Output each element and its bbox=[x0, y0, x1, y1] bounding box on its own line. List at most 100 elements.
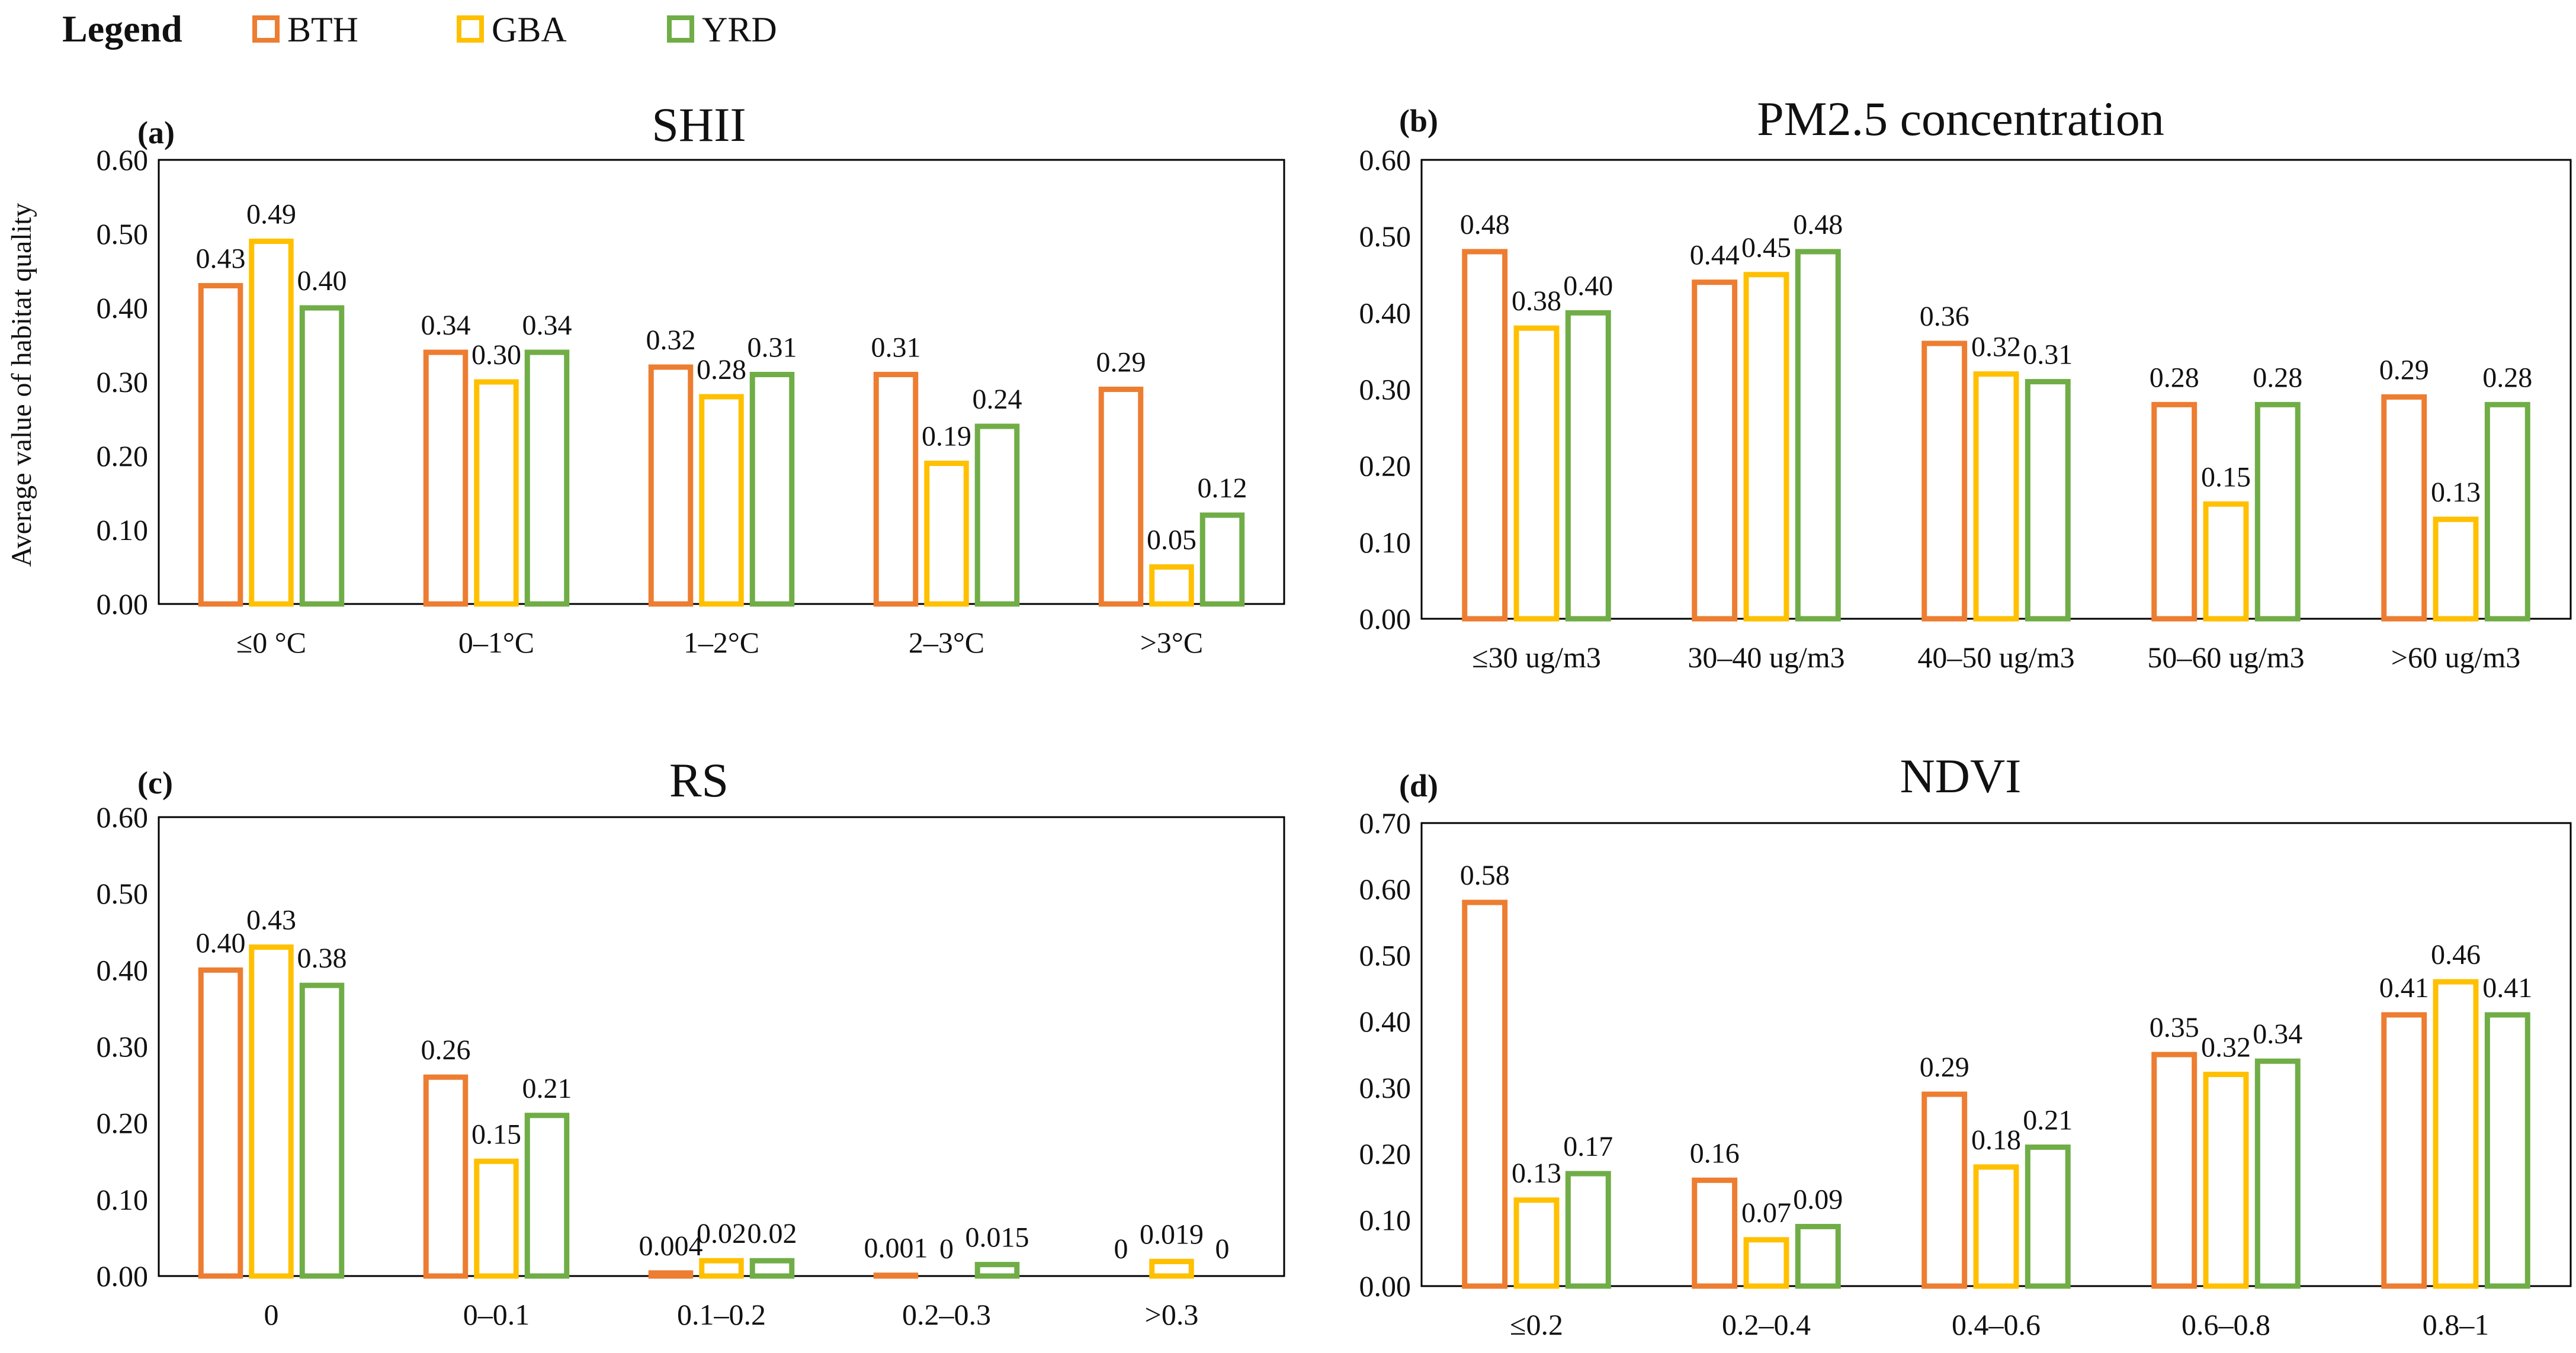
bar-bth bbox=[1692, 279, 1738, 622]
bar-bth bbox=[648, 364, 694, 607]
panel-c-y-ticks: 0.00 0.10 0.20 0.30 0.40 0.50 0.60 bbox=[97, 801, 149, 1293]
bar-yrd bbox=[2484, 1012, 2530, 1289]
bar-gba bbox=[1973, 1164, 2019, 1289]
data-label-gba: 0.32 bbox=[1971, 332, 2021, 363]
bar-gba bbox=[2203, 501, 2249, 622]
panel-b-ytick-label: 0.00 bbox=[1359, 602, 1411, 635]
panel-c-ytick-label: 0.30 bbox=[97, 1030, 149, 1063]
panel-a-category-label: 1–2°C bbox=[684, 626, 759, 659]
panel-a-ytick-label: 0.50 bbox=[97, 217, 149, 250]
data-label-yrd: 0.31 bbox=[2023, 339, 2073, 371]
data-label-gba: 0.18 bbox=[1971, 1124, 2021, 1156]
data-label-bth: 0.32 bbox=[646, 324, 696, 356]
panel-d-ytick-label: 0.40 bbox=[1359, 1005, 1411, 1038]
bar-gba bbox=[1743, 272, 1789, 622]
data-label-gba: 0.30 bbox=[471, 339, 521, 371]
bar-yrd bbox=[2025, 1144, 2071, 1289]
panel-c-category-label: >0.3 bbox=[1145, 1298, 1199, 1331]
legend-title: Legend bbox=[62, 8, 182, 50]
panel-b-category-label: 50–60 ug/m3 bbox=[2147, 641, 2304, 674]
panel-b-title: PM2.5 concentration bbox=[1757, 92, 2164, 146]
legend-label-gba: GBA bbox=[492, 10, 567, 49]
bar-bth bbox=[1692, 1177, 1738, 1289]
bar-bth bbox=[1098, 387, 1144, 607]
bar-yrd bbox=[974, 423, 1020, 607]
panel-b-ytick-label: 0.10 bbox=[1359, 526, 1411, 559]
bar-bth bbox=[423, 1074, 469, 1279]
panel-d-ytick-label: 0.30 bbox=[1359, 1071, 1411, 1104]
bar-yrd bbox=[299, 305, 345, 607]
y-axis-label: Average value of habitat quality bbox=[6, 203, 37, 567]
data-label-gba: 0.38 bbox=[1512, 285, 1561, 317]
legend-label-bth: BTH bbox=[287, 10, 358, 49]
data-label-yrd: 0.28 bbox=[2253, 362, 2302, 393]
bar-yrd bbox=[749, 372, 795, 607]
panel-d-ndvi: (d) NDVI 0.00 0.10 0.20 0.30 0.40 0.50 0.60 0.7… bbox=[1359, 749, 2572, 1341]
panel-b-bars: 0.480.38 0.400.44 0.450.480.360.32 0.310.28… bbox=[1460, 209, 2532, 622]
panel-c-ytick-label: 0.40 bbox=[97, 953, 149, 986]
data-label-gba: 0.19 bbox=[922, 421, 971, 452]
data-label-gba: 0.45 bbox=[1741, 232, 1791, 263]
bar-gba bbox=[1513, 325, 1560, 622]
panel-c-ytick-label: 0.50 bbox=[97, 877, 149, 910]
data-label-bth: 0.40 bbox=[196, 927, 246, 959]
panel-b-ytick-label: 0.50 bbox=[1359, 220, 1411, 253]
panel-a-shii: (a) SHII 0.00 0.10 0.20 0.30 0.40 0.50 0.60 0.… bbox=[97, 98, 1285, 659]
bar-yrd bbox=[974, 1262, 1020, 1279]
bar-gba bbox=[1973, 371, 2019, 622]
data-label-bth: 0 bbox=[1114, 1233, 1128, 1265]
panel-c-ytick-label: 0.10 bbox=[97, 1183, 149, 1216]
panel-a-title: SHII bbox=[652, 98, 746, 152]
panel-a-category-label: 2–3°C bbox=[909, 626, 984, 659]
panel-b-ytick-label: 0.30 bbox=[1359, 373, 1411, 406]
bar-gba bbox=[2433, 979, 2479, 1289]
panel-b-category-label: >60 ug/m3 bbox=[2391, 641, 2520, 674]
data-label-yrd: 0.12 bbox=[1198, 473, 1247, 504]
panel-d-category-label: 0.6–0.8 bbox=[2182, 1308, 2270, 1341]
legend-swatch-gba bbox=[457, 15, 484, 43]
data-label-yrd: 0.38 bbox=[297, 943, 347, 974]
panel-c-title: RS bbox=[669, 753, 729, 807]
data-label-yrd: 0.21 bbox=[2023, 1104, 2073, 1136]
data-label-bth: 0.31 bbox=[871, 332, 921, 364]
bar-bth bbox=[2151, 1052, 2198, 1289]
data-label-bth: 0.28 bbox=[2150, 362, 2199, 393]
bar-bth bbox=[1462, 899, 1508, 1289]
data-label-gba: 0.15 bbox=[2201, 461, 2251, 493]
panel-c-letter: (c) bbox=[137, 765, 173, 801]
panel-c-category-label: 0.2–0.3 bbox=[902, 1298, 991, 1331]
bar-gba bbox=[474, 1158, 519, 1279]
data-label-bth: 0.43 bbox=[196, 243, 246, 275]
panel-d-category-label: 0.4–0.6 bbox=[1952, 1308, 2041, 1341]
panel-a-category-label: ≤0 °C bbox=[236, 626, 306, 659]
data-label-gba: 0.46 bbox=[2431, 939, 2481, 970]
data-label-bth: 0.35 bbox=[2150, 1012, 2199, 1043]
data-label-yrd: 0.24 bbox=[973, 384, 1022, 415]
bar-yrd bbox=[524, 1113, 570, 1279]
bar-yrd bbox=[1565, 310, 1611, 622]
panel-a-ytick-label: 0.20 bbox=[97, 439, 149, 473]
data-label-yrd: 0.17 bbox=[1563, 1131, 1613, 1162]
data-label-bth: 0.004 bbox=[639, 1230, 703, 1262]
panel-d-ytick-label: 0.70 bbox=[1359, 806, 1411, 840]
panel-d-category-label: ≤0.2 bbox=[1510, 1308, 1563, 1341]
bar-bth bbox=[2381, 394, 2427, 622]
bar-bth bbox=[2381, 1012, 2427, 1289]
panel-a-letter: (a) bbox=[137, 115, 175, 150]
legend-label-yrd: YRD bbox=[702, 10, 777, 49]
data-label-yrd: 0.31 bbox=[748, 332, 797, 364]
bar-bth bbox=[648, 1270, 694, 1279]
bar-bth bbox=[1921, 340, 1968, 622]
data-label-gba: 0.13 bbox=[1512, 1158, 1561, 1189]
data-label-bth: 0.41 bbox=[2379, 972, 2429, 1004]
panel-d-category-label: 0.8–1 bbox=[2423, 1308, 2490, 1341]
bar-gba bbox=[699, 394, 744, 607]
panel-b-letter: (b) bbox=[1399, 103, 1438, 139]
panel-c-category-label: 0–0.1 bbox=[463, 1298, 530, 1331]
bar-gba bbox=[2433, 516, 2479, 622]
data-label-yrd: 0.34 bbox=[522, 310, 572, 341]
bar-gba bbox=[699, 1258, 744, 1279]
panel-a-ytick-label: 0.40 bbox=[97, 291, 149, 324]
